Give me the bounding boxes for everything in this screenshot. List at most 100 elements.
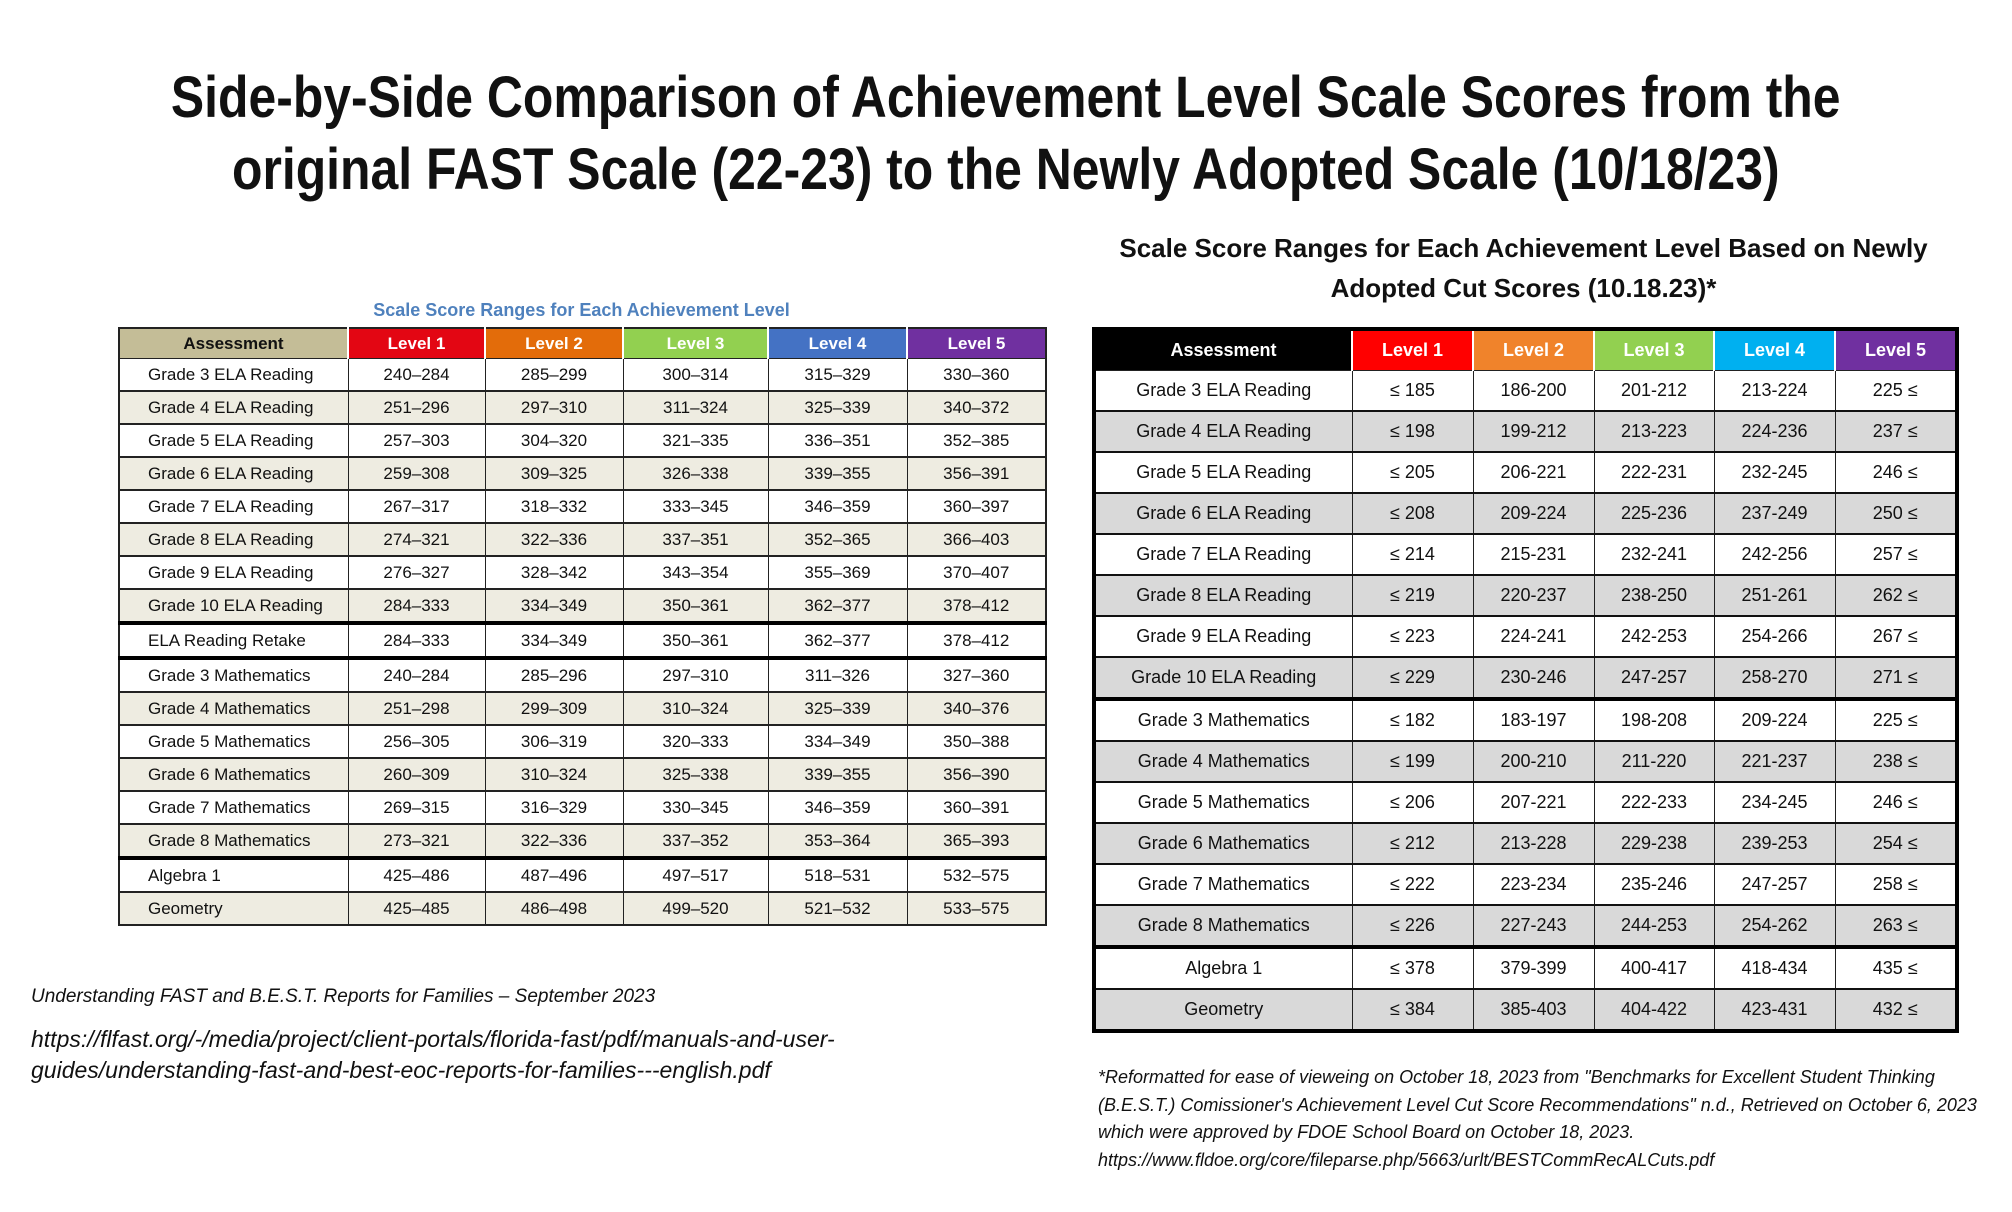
level-1-cell: ≤ 208 [1351, 492, 1474, 535]
level-5-cell: 533–575 [906, 891, 1047, 926]
column-header-level-4: Level 4 [767, 328, 907, 359]
assessment-cell: Algebra 1 [1093, 946, 1353, 990]
level-2-cell: 316–329 [484, 790, 624, 825]
table-row: Grade 8 ELA Reading 274–321 322–336 337–351… [118, 522, 1047, 557]
level-2-cell: 385-403 [1472, 988, 1595, 1032]
table-row: Algebra 1 425–486 487–496 497–517 518–531 532… [118, 857, 1047, 893]
level-4-cell: 221-237 [1713, 740, 1836, 783]
assessment-cell: Grade 6 Mathematics [118, 757, 349, 792]
level-2-cell: 334–349 [484, 588, 624, 625]
level-2-cell: 227-243 [1472, 904, 1595, 949]
level-3-cell: 198-208 [1593, 698, 1715, 742]
table-row: Grade 3 ELA Reading 240–284 285–299 300–314… [118, 358, 1047, 392]
assessment-cell: Algebra 1 [118, 857, 349, 893]
level-3-cell: 400-417 [1593, 946, 1715, 990]
level-3-cell: 297–310 [622, 657, 769, 693]
assessment-cell: Grade 3 Mathematics [118, 657, 349, 693]
table-row: Grade 3 ELA Reading ≤ 185 186-200 201-212 21… [1093, 370, 1958, 412]
level-2-cell: 220-237 [1472, 574, 1595, 617]
level-2-cell: 199-212 [1472, 410, 1595, 453]
table-row: Algebra 1 ≤ 378 379-399 400-417 418-434 435 ≤ [1093, 946, 1958, 990]
level-3-cell: 350–361 [622, 588, 769, 625]
table-row: Geometry 425–485 486–498 499–520 521–532 533–… [118, 891, 1047, 926]
table-row: Grade 6 ELA Reading 259–308 309–325 326–338… [118, 456, 1047, 491]
level-2-cell: 379-399 [1472, 946, 1595, 990]
level-1-cell: ≤ 223 [1351, 615, 1474, 658]
assessment-cell: ELA Reading Retake [118, 622, 349, 660]
table-row: Grade 8 ELA Reading ≤ 219 220-237 238-250 25… [1093, 574, 1958, 617]
original-scale-table-title: Scale Score Ranges for Each Achievement … [373, 300, 790, 320]
level-1-cell: ≤ 378 [1351, 946, 1474, 990]
level-4-cell: 346–359 [767, 790, 908, 825]
level-4-cell: 423-431 [1713, 988, 1836, 1032]
level-1-cell: 425–485 [347, 891, 486, 926]
level-1-cell: ≤ 198 [1351, 410, 1474, 453]
level-3-cell: 404-422 [1593, 988, 1715, 1032]
level-3-cell: 343–354 [622, 555, 769, 590]
column-header-level-5: Level 5 [1834, 329, 1957, 371]
level-5-cell: 352–385 [906, 423, 1047, 458]
level-2-cell: 334–349 [484, 622, 624, 660]
new-scale-title-line-1: Scale Score Ranges for Each Achievement … [1119, 233, 1928, 263]
left-source-citation: Understanding FAST and B.E.S.T. Reports … [31, 986, 656, 1007]
level-2-cell: 304–320 [484, 423, 624, 458]
level-4-cell: 247-257 [1713, 863, 1836, 906]
column-header-level-1: Level 1 [1351, 329, 1473, 371]
level-2-cell: 213-228 [1472, 822, 1595, 865]
right-footnote-text: *Reformatted for ease of vieweing on Oct… [1098, 1067, 1977, 1142]
level-3-cell: 201-212 [1593, 370, 1715, 412]
table-row: Grade 7 Mathematics ≤ 222 223-234 235-246 24… [1093, 863, 1958, 906]
column-header-level-2: Level 2 [1472, 329, 1594, 371]
level-1-cell: 284–333 [347, 622, 486, 660]
assessment-cell: Grade 9 ELA Reading [118, 555, 349, 590]
level-3-cell: 497–517 [622, 857, 769, 893]
level-4-cell: 325–339 [767, 691, 908, 726]
assessment-cell: Grade 4 ELA Reading [118, 390, 349, 425]
level-5-cell: 250 ≤ [1834, 492, 1958, 535]
assessment-cell: Grade 3 ELA Reading [118, 358, 349, 392]
level-5-cell: 225 ≤ [1834, 698, 1958, 742]
level-5-cell: 254 ≤ [1834, 822, 1958, 865]
level-3-cell: 321–335 [622, 423, 769, 458]
level-2-cell: 306–319 [484, 724, 624, 759]
level-1-cell: 273–321 [347, 823, 486, 860]
level-1-cell: 269–315 [347, 790, 486, 825]
header-row: Assessment Level 1 Level 2 Level 3 Level 4 Le… [1094, 329, 1957, 371]
level-2-cell: 209-224 [1472, 492, 1595, 535]
level-3-cell: 225-236 [1593, 492, 1715, 535]
level-3-cell: 330–345 [622, 790, 769, 825]
assessment-cell: Grade 7 Mathematics [118, 790, 349, 825]
level-1-cell: ≤ 185 [1351, 370, 1474, 412]
level-4-cell: 518–531 [767, 857, 908, 893]
level-1-cell: 259–308 [347, 456, 486, 491]
level-5-cell: 356–390 [906, 757, 1047, 792]
level-2-cell: 486–498 [484, 891, 624, 926]
table-row: Grade 5 ELA Reading 257–303 304–320 321–335… [118, 423, 1047, 458]
level-3-cell: 238-250 [1593, 574, 1715, 617]
assessment-cell: Grade 8 ELA Reading [1093, 574, 1353, 617]
level-3-cell: 213-223 [1593, 410, 1715, 453]
original-scale-table: Assessment Level 1 Level 2 Level 3 Level 4 Le… [118, 327, 1047, 926]
level-2-cell: 206-221 [1472, 451, 1595, 494]
level-3-cell: 242-253 [1593, 615, 1715, 658]
table-row: Grade 7 Mathematics 269–315 316–329 330–345… [118, 790, 1047, 825]
level-2-cell: 322–336 [484, 823, 624, 860]
assessment-cell: Grade 3 Mathematics [1093, 698, 1353, 742]
table-row: Grade 10 ELA Reading 284–333 334–349 350–36… [118, 588, 1047, 625]
table-row: ELA Reading Retake 284–333 334–349 350–361 3… [118, 622, 1047, 660]
level-4-cell: 234-245 [1713, 781, 1836, 824]
assessment-cell: Grade 10 ELA Reading [118, 588, 349, 625]
assessment-cell: Grade 3 ELA Reading [1093, 370, 1353, 412]
level-4-cell: 213-224 [1713, 370, 1836, 412]
level-1-cell: ≤ 229 [1351, 656, 1474, 701]
assessment-cell: Grade 5 ELA Reading [1093, 451, 1353, 494]
level-2-cell: 285–299 [484, 358, 624, 392]
level-1-cell: 240–284 [347, 358, 486, 392]
level-4-cell: 353–364 [767, 823, 908, 860]
level-3-cell: 211-220 [1593, 740, 1715, 783]
level-5-cell: 257 ≤ [1834, 533, 1958, 576]
table-row: Grade 8 Mathematics 273–321 322–336 337–352… [118, 823, 1047, 860]
level-4-cell: 254-262 [1713, 904, 1836, 949]
level-5-cell: 360–397 [906, 489, 1047, 524]
level-2-cell: 328–342 [484, 555, 624, 590]
